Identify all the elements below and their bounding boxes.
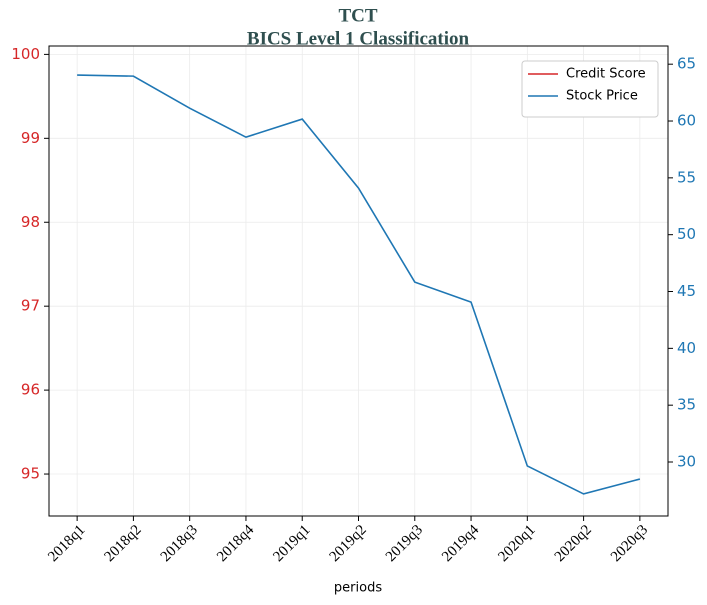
x-tick-label: 2018q2 xyxy=(102,522,145,565)
y2-tick-label: 30 xyxy=(677,453,696,471)
y2-tick-label: 50 xyxy=(677,225,696,243)
x-tick-label: 2019q4 xyxy=(439,522,482,565)
x-tick-label: 2020q3 xyxy=(608,522,651,565)
y2-tick-label: 55 xyxy=(677,168,696,186)
x-tick-label: 2018q4 xyxy=(214,522,257,565)
y2-tick-label: 40 xyxy=(677,339,696,357)
x-tick-label: 2018q1 xyxy=(45,522,88,565)
legend-box xyxy=(521,60,659,118)
y2-tick-label: 35 xyxy=(677,396,696,414)
x-tick-label: 2020q1 xyxy=(495,522,538,565)
y-tick-label: 100 xyxy=(11,45,40,63)
legend-label: Credit Score xyxy=(566,67,646,82)
legend-label: Stock Price xyxy=(566,89,638,104)
chart-subtitle: BICS Level 1 Classification xyxy=(247,28,470,49)
x-tick-label: 2020q2 xyxy=(552,522,595,565)
x-tick-label: 2018q3 xyxy=(158,522,201,565)
x-tick-label: 2019q3 xyxy=(383,522,426,565)
y-tick-label: 98 xyxy=(21,213,40,231)
y-tick-label: 97 xyxy=(21,297,40,315)
y-tick-label: 95 xyxy=(21,465,40,483)
x-tick-label: 2019q1 xyxy=(270,522,313,565)
y-tick-label: 99 xyxy=(21,129,40,147)
x-tick-label: 2019q2 xyxy=(327,522,370,565)
chart-title: TCT xyxy=(338,5,377,26)
x-axis-label: periods xyxy=(334,581,382,596)
series-line xyxy=(77,74,641,495)
y2-tick-label: 65 xyxy=(677,55,696,73)
plot-frame xyxy=(48,45,669,517)
y2-tick-label: 45 xyxy=(677,282,696,300)
y-tick-label: 96 xyxy=(21,381,40,399)
y2-tick-label: 60 xyxy=(677,112,696,130)
